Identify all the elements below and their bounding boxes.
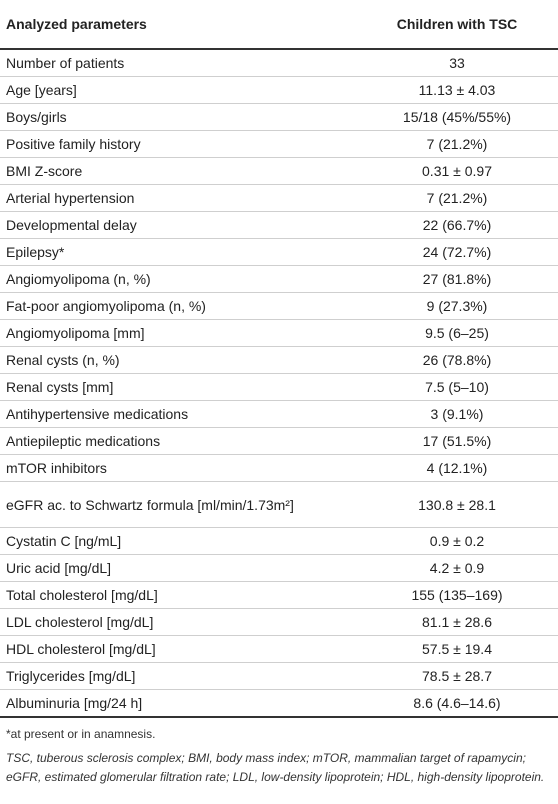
value-cell: 7.5 (5–10) <box>356 373 558 401</box>
table-row: Positive family history 7 (21.2%) <box>0 130 558 158</box>
parameter-cell: Renal cysts (n, %) <box>0 346 356 374</box>
table-row: eGFR ac. to Schwartz formula [ml/min/1.7… <box>0 481 558 528</box>
parameter-cell: Albuminuria [mg/24 h] <box>0 689 356 718</box>
parameter-cell: Triglycerides [mg/dL] <box>0 662 356 690</box>
table-row: Total cholesterol [mg/dL] 155 (135–169) <box>0 581 558 609</box>
footnotes: *at present or in anamnesis. TSC, tubero… <box>0 718 558 787</box>
table-row: Cystatin C [ng/mL] 0.9 ± 0.2 <box>0 527 558 555</box>
parameter-cell: Positive family history <box>0 130 356 158</box>
table-row: Boys/girls 15/18 (45%/55%) <box>0 103 558 131</box>
value-cell: 26 (78.8%) <box>356 346 558 374</box>
value-cell: 155 (135–169) <box>356 581 558 609</box>
parameter-cell: Fat-poor angiomyolipoma (n, %) <box>0 292 356 320</box>
parameter-cell: Antiepileptic medications <box>0 427 356 455</box>
value-cell: 4.2 ± 0.9 <box>356 554 558 582</box>
value-cell: 33 <box>356 49 558 77</box>
value-cell: 0.9 ± 0.2 <box>356 527 558 555</box>
value-cell: 15/18 (45%/55%) <box>356 103 558 131</box>
parameter-cell: Angiomyolipoma (n, %) <box>0 265 356 293</box>
table-row: BMI Z-score 0.31 ± 0.97 <box>0 157 558 185</box>
parameter-cell: Uric acid [mg/dL] <box>0 554 356 582</box>
value-cell: 9.5 (6–25) <box>356 319 558 347</box>
table-row: Renal cysts [mm] 7.5 (5–10) <box>0 373 558 401</box>
table-row: Angiomyolipoma [mm] 9.5 (6–25) <box>0 319 558 347</box>
footnote: TSC, tuberous sclerosis complex; BMI, bo… <box>6 751 545 784</box>
table-body: Number of patients 33 Age [years] 11.13 ± 4… <box>0 49 558 718</box>
table-row: Age [years] 11.13 ± 4.03 <box>0 76 558 104</box>
value-cell: 27 (81.8%) <box>356 265 558 293</box>
table-row: Albuminuria [mg/24 h] 8.6 (4.6–14.6) <box>0 689 558 718</box>
table-row: Antihypertensive medications 3 (9.1%) <box>0 400 558 428</box>
table-row: Angiomyolipoma (n, %) 27 (81.8%) <box>0 265 558 293</box>
parameter-cell: Total cholesterol [mg/dL] <box>0 581 356 609</box>
parameter-cell: LDL cholesterol [mg/dL] <box>0 608 356 636</box>
value-cell: 4 (12.1%) <box>356 454 558 482</box>
table-head: Analyzed parameters Children with TSC <box>0 0 558 50</box>
value-cell: 78.5 ± 28.7 <box>356 662 558 690</box>
parameter-cell: Age [years] <box>0 76 356 104</box>
value-cell: 9 (27.3%) <box>356 292 558 320</box>
header-cell: Analyzed parameters <box>0 0 356 50</box>
value-cell: 130.8 ± 28.1 <box>356 481 558 528</box>
table-row: Antiepileptic medications 17 (51.5%) <box>0 427 558 455</box>
value-cell: 24 (72.7%) <box>356 238 558 266</box>
table-row: Number of patients 33 <box>0 49 558 77</box>
parameter-cell: HDL cholesterol [mg/dL] <box>0 635 356 663</box>
header-cell: Children with TSC <box>356 0 558 50</box>
table-row: LDL cholesterol [mg/dL] 81.1 ± 28.6 <box>0 608 558 636</box>
value-cell: 7 (21.2%) <box>356 130 558 158</box>
header-row: Analyzed parameters Children with TSC <box>0 0 558 50</box>
value-cell: 7 (21.2%) <box>356 184 558 212</box>
value-cell: 22 (66.7%) <box>356 211 558 239</box>
value-cell: 57.5 ± 19.4 <box>356 635 558 663</box>
parameter-cell: Cystatin C [ng/mL] <box>0 527 356 555</box>
table-row: mTOR inhibitors 4 (12.1%) <box>0 454 558 482</box>
value-cell: 17 (51.5%) <box>356 427 558 455</box>
value-cell: 11.13 ± 4.03 <box>356 76 558 104</box>
parameter-cell: Antihypertensive medications <box>0 400 356 428</box>
parameter-cell: Epilepsy* <box>0 238 356 266</box>
parameter-cell: BMI Z-score <box>0 157 356 185</box>
value-cell: 0.31 ± 0.97 <box>356 157 558 185</box>
table-row: Epilepsy* 24 (72.7%) <box>0 238 558 266</box>
value-cell: 81.1 ± 28.6 <box>356 608 558 636</box>
parameter-cell: Number of patients <box>0 49 356 77</box>
table-row: Triglycerides [mg/dL] 78.5 ± 28.7 <box>0 662 558 690</box>
value-cell: 8.6 (4.6–14.6) <box>356 689 558 718</box>
parameter-cell: mTOR inhibitors <box>0 454 356 482</box>
table-row: HDL cholesterol [mg/dL] 57.5 ± 19.4 <box>0 635 558 663</box>
table-row: Fat-poor angiomyolipoma (n, %) 9 (27.3%) <box>0 292 558 320</box>
parameters-table: Analyzed parameters Children with TSC Nu… <box>0 0 558 718</box>
value-cell: 3 (9.1%) <box>356 400 558 428</box>
parameter-cell: Boys/girls <box>0 103 356 131</box>
parameter-cell: Arterial hypertension <box>0 184 356 212</box>
footnote: *at present or in anamnesis. <box>6 727 156 741</box>
table-row: Uric acid [mg/dL] 4.2 ± 0.9 <box>0 554 558 582</box>
parameter-cell: eGFR ac. to Schwartz formula [ml/min/1.7… <box>0 481 356 528</box>
table-row: Arterial hypertension 7 (21.2%) <box>0 184 558 212</box>
parameter-cell: Renal cysts [mm] <box>0 373 356 401</box>
table-row: Renal cysts (n, %) 26 (78.8%) <box>0 346 558 374</box>
parameter-cell: Developmental delay <box>0 211 356 239</box>
parameter-cell: Angiomyolipoma [mm] <box>0 319 356 347</box>
table-row: Developmental delay 22 (66.7%) <box>0 211 558 239</box>
